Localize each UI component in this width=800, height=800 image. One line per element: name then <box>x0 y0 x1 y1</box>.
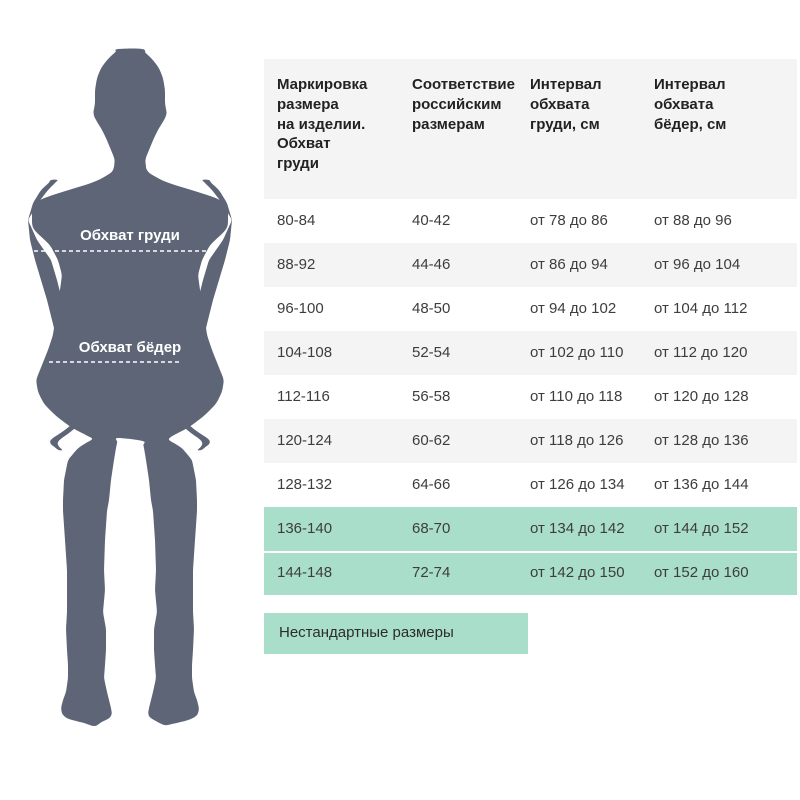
svg-text:Обхват бёдер: Обхват бёдер <box>79 339 181 356</box>
svg-text:Обхват груди: Обхват груди <box>80 227 180 244</box>
